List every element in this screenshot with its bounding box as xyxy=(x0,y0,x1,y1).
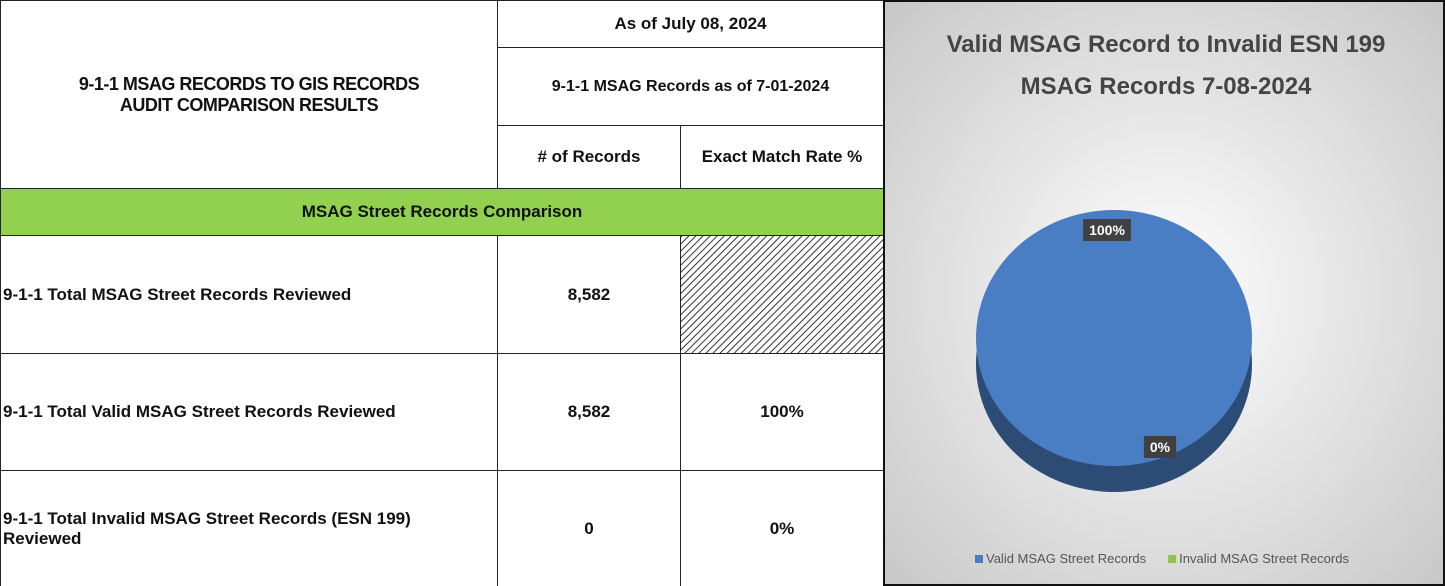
title-line: 9-1-1 MSAG RECORDS TO GIS RECORDS xyxy=(78,73,420,94)
pie-chart: Valid MSAG Record to Invalid ESN 199 MSA… xyxy=(883,0,1445,586)
section-header: MSAG Street Records Comparison xyxy=(0,188,885,236)
row-label: 9-1-1 Total Valid MSAG Street Records Re… xyxy=(0,353,498,471)
data-label: 100% xyxy=(1083,219,1131,241)
pie-slice xyxy=(976,210,1252,466)
data-label: 0% xyxy=(1143,436,1177,458)
records-as-of: 9-1-1 MSAG Records as of 7-01-2024 xyxy=(496,47,885,126)
record-count: 8,582 xyxy=(497,353,681,471)
audit-table: 9-1-1 MSAG RECORDS TO GIS RECORDS AUDIT … xyxy=(0,0,885,586)
hatch xyxy=(681,236,884,353)
column-header: # of Records xyxy=(497,125,681,189)
data-label-box xyxy=(1083,219,1131,241)
data-label-box xyxy=(1143,436,1177,458)
row-label: 9-1-1 Total MSAG Street Records Reviewed xyxy=(0,235,498,354)
data-label-text: 0% xyxy=(1150,439,1171,455)
data-label-text: 100% xyxy=(1089,222,1125,238)
column-header: Exact Match Rate % xyxy=(679,125,885,189)
record-count: 8,582 xyxy=(497,235,681,354)
legend-swatch xyxy=(975,555,983,563)
record-count: 0 xyxy=(497,470,681,586)
hatched-cell xyxy=(679,235,885,354)
legend-label: Invalid MSAG Street Records xyxy=(1179,551,1349,566)
row-label: 9-1-1 Total Invalid MSAG Street Records … xyxy=(0,470,498,586)
match-rate: 100% xyxy=(679,353,885,471)
match-rate: 0% xyxy=(679,470,885,586)
chart-title: Valid MSAG Record to Invalid ESN 199 xyxy=(947,31,1386,58)
title-line: AUDIT COMPARISON RESULTS xyxy=(119,94,379,115)
legend-label: Valid MSAG Street Records xyxy=(986,551,1147,566)
as-of: As of July 08, 2024 xyxy=(496,0,885,48)
legend-swatch xyxy=(1168,555,1177,563)
table-title: 9-1-1 MSAG RECORDS TO GIS RECORDS AUDIT … xyxy=(0,0,498,189)
chart-title: MSAG Records 7-08-2024 xyxy=(1021,73,1312,100)
